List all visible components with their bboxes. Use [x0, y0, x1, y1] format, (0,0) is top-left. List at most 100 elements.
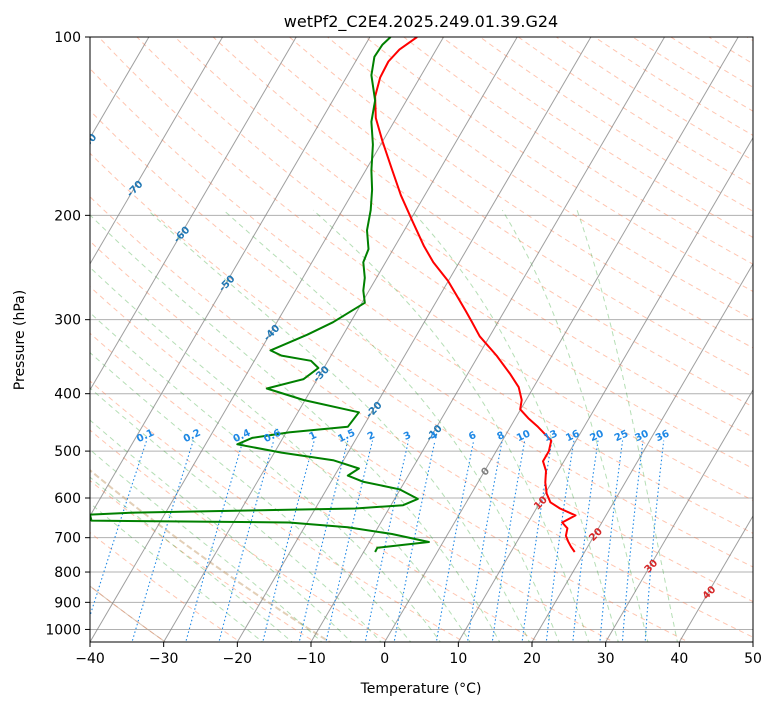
dry-adiabat-line — [90, 286, 615, 642]
mixing-ratio-label: 20 — [588, 428, 605, 444]
skewed-isotherm — [678, 514, 753, 642]
mixing-ratio-label: 25 — [613, 428, 630, 444]
y-tick-label: 200 — [54, 208, 81, 224]
dry-adiabat-line — [174, 37, 753, 438]
skewed-isotherm — [605, 388, 753, 642]
moist-adiabat-line — [90, 214, 501, 642]
temperature-profile-line — [374, 37, 577, 553]
grid-lines — [90, 37, 753, 630]
dry-adiabat-line — [90, 429, 391, 642]
x-tick-label: 10 — [449, 651, 467, 667]
mixing-ratio-line — [262, 440, 315, 642]
x-tick-label: 20 — [523, 651, 541, 667]
moist-adiabat-line — [90, 387, 382, 642]
x-tick-label: −30 — [149, 651, 179, 667]
moist-adiabat-line — [501, 209, 649, 642]
skewed-isotherm — [90, 37, 224, 265]
dry-adiabat-line — [90, 240, 690, 642]
y-tick-label: 900 — [54, 595, 81, 611]
y-tick-label: 700 — [54, 531, 81, 547]
moist-adiabat-line — [90, 351, 412, 642]
mixing-ratio-lines — [90, 440, 665, 642]
x-axis-label: Temperature (°C) — [360, 681, 482, 697]
y-tick-label: 1000 — [45, 622, 81, 638]
moist-adiabats — [90, 209, 678, 642]
skewed-isotherm — [384, 37, 739, 642]
mixing-ratio-line — [298, 440, 349, 642]
mixing-ratio-label: 2 — [366, 430, 377, 443]
plot-frame — [89, 36, 754, 643]
dry-adiabat-line — [90, 152, 753, 603]
dry-adiabat-line — [593, 37, 753, 137]
mixing-ratio-label: 13 — [542, 428, 559, 444]
isotherm-label: -80 — [79, 132, 99, 153]
x-tick-label: 0 — [380, 651, 389, 667]
moist-adiabat-line — [90, 476, 293, 642]
dry-adiabats — [90, 37, 753, 642]
moist-adiabat-line — [312, 209, 590, 642]
x-tick-label: −10 — [296, 651, 326, 667]
skewed-isotherm — [90, 37, 371, 517]
x-tick-label: 40 — [670, 651, 688, 667]
mixing-ratio-line — [325, 440, 374, 642]
x-tick-label: 30 — [597, 651, 615, 667]
mixing-ratio-label: 8 — [496, 430, 507, 443]
dry-adiabat-line — [250, 37, 753, 378]
mixing-ratio-label: 10 — [515, 428, 532, 444]
x-tick-label: −40 — [75, 651, 105, 667]
skewed-isotherm — [90, 37, 445, 642]
dry-adiabat-line — [90, 109, 753, 568]
y-axis-ticks: 100 200 300 400 500 600 700 800 900 1000 — [45, 30, 90, 638]
dry-adiabat-line — [90, 68, 753, 534]
dry-adiabat-line — [364, 37, 753, 293]
moist-adiabat-line — [90, 266, 471, 642]
skewed-isotherm — [90, 37, 297, 391]
skewed-isotherms — [90, 37, 753, 642]
y-tick-label: 600 — [54, 491, 81, 507]
mixing-ratio-label: 4 — [428, 430, 439, 443]
mixing-ratio-label: 1 — [308, 430, 319, 443]
mixing-ratio-label: 6 — [467, 430, 478, 443]
chart-title: wetPf2_C2E4.2025.249.01.39.G24 — [284, 12, 558, 32]
dewpoint-profile-line — [90, 37, 430, 553]
y-tick-label: 300 — [54, 313, 81, 329]
y-tick-label: 400 — [54, 387, 81, 403]
x-tick-label: −20 — [223, 651, 253, 667]
highlighted-dry-adiabat — [90, 469, 332, 642]
y-tick-label: 100 — [54, 30, 81, 46]
skewed-isotherm — [163, 37, 518, 642]
moist-adiabat-line — [223, 209, 560, 642]
profile-series — [90, 37, 577, 553]
mixing-ratio-line — [131, 440, 194, 642]
x-tick-label: 50 — [744, 651, 762, 667]
y-tick-label: 500 — [54, 444, 81, 460]
skewed-isotherm — [236, 37, 592, 642]
mixing-ratio-line — [393, 440, 436, 642]
skewed-isotherm — [531, 262, 753, 642]
mixing-ratio-line — [185, 440, 244, 642]
x-axis-ticks: −40 −30 −20 −10 0 10 20 30 40 50 — [75, 642, 762, 667]
y-tick-label: 800 — [54, 565, 81, 581]
skewed-isotherm — [310, 37, 666, 642]
moist-adiabat-line — [147, 209, 531, 642]
moist-adiabat-line — [576, 209, 678, 642]
mixing-ratio-line — [466, 440, 503, 642]
y-axis-label: Pressure (hPa) — [12, 290, 28, 390]
mixing-ratio-line — [364, 440, 410, 642]
skewed-isotherm — [90, 37, 150, 139]
dry-adiabat-line — [90, 479, 316, 642]
skewed-isotherm — [457, 136, 753, 642]
moist-adiabat-line — [410, 209, 619, 642]
mixing-ratio-line — [435, 440, 475, 642]
mixing-ratio-label: 30 — [633, 428, 650, 444]
dry-adiabat-line — [517, 37, 753, 187]
mixing-ratio-label: 36 — [654, 428, 671, 444]
mixing-ratio-line — [218, 440, 275, 642]
mixing-ratio-label: 3 — [402, 430, 413, 443]
dry-adiabat-line — [402, 37, 753, 265]
mixing-ratio-label: 16 — [564, 428, 581, 444]
plot-area: -100-90-80-70-60-50-40-30-20-10010203040… — [79, 37, 753, 642]
dry-adiabat-line — [90, 332, 540, 642]
